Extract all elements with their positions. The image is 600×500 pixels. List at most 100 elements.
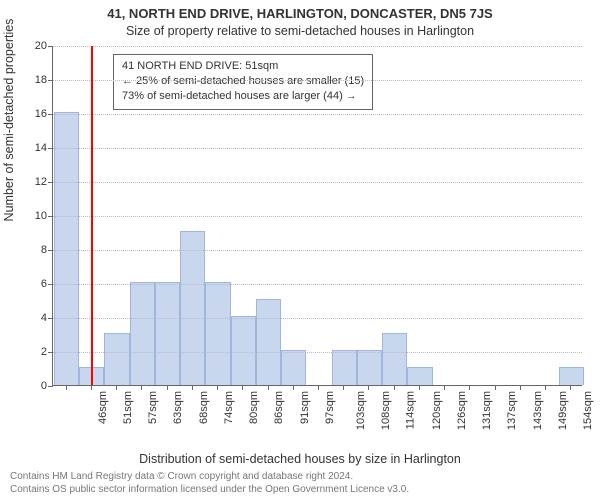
- info-box: 41 NORTH END DRIVE: 51sqm← 25% of semi-d…: [113, 54, 373, 110]
- gridline-h: [53, 318, 582, 319]
- xtick-label: 46sqm: [97, 391, 109, 424]
- xtick-mark: [469, 385, 470, 390]
- ytick-label: 16: [35, 108, 47, 120]
- ytick-label: 8: [41, 244, 47, 256]
- xtick-mark: [268, 385, 269, 390]
- xtick-label: 137sqm: [507, 391, 519, 430]
- gridline-h: [53, 250, 582, 251]
- bar: [54, 112, 79, 385]
- xtick-label: 126sqm: [456, 391, 468, 430]
- copyright-line2: Contains OS public sector information li…: [10, 484, 409, 497]
- info-box-line: 41 NORTH END DRIVE: 51sqm: [122, 59, 364, 74]
- xtick-mark: [318, 385, 319, 390]
- ytick-label: 6: [41, 278, 47, 290]
- xtick-label: 91sqm: [299, 391, 311, 424]
- xtick-label: 143sqm: [532, 391, 544, 430]
- info-box-line: 73% of semi-detached houses are larger (…: [122, 89, 364, 104]
- xtick-mark: [242, 385, 243, 390]
- xtick-label: 149sqm: [557, 391, 569, 430]
- xtick-label: 108sqm: [380, 391, 392, 430]
- xtick-label: 63sqm: [172, 391, 184, 424]
- gridline-h: [53, 352, 582, 353]
- ytick-label: 10: [35, 210, 47, 222]
- copyright-line1: Contains HM Land Registry data © Crown c…: [10, 471, 409, 484]
- xtick-label: 68sqm: [198, 391, 210, 424]
- ytick-mark: [48, 114, 53, 115]
- ytick-label: 0: [41, 380, 47, 392]
- xtick-label: 114sqm: [405, 391, 417, 429]
- xtick-label: 51sqm: [122, 391, 134, 424]
- xtick-mark: [116, 385, 117, 390]
- ytick-label: 20: [35, 40, 47, 52]
- xtick-label: 120sqm: [431, 391, 443, 430]
- ytick-mark: [48, 284, 53, 285]
- ytick-label: 14: [35, 142, 47, 154]
- xtick-mark: [192, 385, 193, 390]
- xtick-mark: [217, 385, 218, 390]
- bar: [357, 350, 382, 385]
- bar: [231, 316, 256, 385]
- ytick-label: 18: [35, 74, 47, 86]
- marker-line: [91, 46, 93, 385]
- y-axis-label: Number of semi-detached properties: [2, 0, 22, 370]
- ytick-label: 12: [35, 176, 47, 188]
- ytick-mark: [48, 46, 53, 47]
- bar: [407, 367, 432, 385]
- xtick-mark: [167, 385, 168, 390]
- xtick-label: 103sqm: [355, 391, 367, 430]
- xtick-mark: [141, 385, 142, 390]
- chart-container: 41, NORTH END DRIVE, HARLINGTON, DONCAST…: [0, 0, 600, 500]
- ytick-mark: [48, 250, 53, 251]
- ytick-label: 2: [41, 346, 47, 358]
- ytick-label: 4: [41, 312, 47, 324]
- xtick-label: 97sqm: [324, 391, 336, 424]
- bar: [155, 282, 180, 385]
- bar: [205, 282, 230, 385]
- xtick-label: 74sqm: [223, 391, 235, 424]
- chart-title-line1: 41, NORTH END DRIVE, HARLINGTON, DONCAST…: [0, 6, 600, 21]
- ytick-mark: [48, 352, 53, 353]
- xtick-mark: [520, 385, 521, 390]
- gridline-h: [53, 284, 582, 285]
- ytick-mark: [48, 148, 53, 149]
- xtick-mark: [368, 385, 369, 390]
- ytick-mark: [48, 182, 53, 183]
- gridline-h: [53, 216, 582, 217]
- ytick-mark: [48, 80, 53, 81]
- gridline-h: [53, 148, 582, 149]
- bar: [104, 333, 129, 385]
- xtick-label: 80sqm: [248, 391, 260, 424]
- ytick-mark: [48, 318, 53, 319]
- ytick-mark: [48, 386, 53, 387]
- gridline-h: [53, 114, 582, 115]
- xtick-mark: [545, 385, 546, 390]
- xtick-mark: [66, 385, 67, 390]
- xtick-mark: [91, 385, 92, 390]
- xtick-label: 86sqm: [273, 391, 285, 424]
- xtick-label: 131sqm: [481, 391, 493, 430]
- bar: [559, 367, 584, 385]
- info-box-line: ← 25% of semi-detached houses are smalle…: [122, 74, 364, 89]
- xtick-label: 57sqm: [147, 391, 159, 424]
- xtick-mark: [293, 385, 294, 390]
- xtick-mark: [419, 385, 420, 390]
- bar: [382, 333, 407, 385]
- bar: [256, 299, 281, 385]
- gridline-h: [53, 182, 582, 183]
- xtick-label: 154sqm: [582, 391, 594, 430]
- bar: [281, 350, 306, 385]
- bar: [332, 350, 357, 385]
- gridline-h: [53, 46, 582, 47]
- gridline-h: [53, 80, 582, 81]
- xtick-mark: [343, 385, 344, 390]
- copyright-notice: Contains HM Land Registry data © Crown c…: [10, 471, 409, 496]
- x-axis-label: Distribution of semi-detached houses by …: [0, 452, 600, 466]
- chart-title-line2: Size of property relative to semi-detach…: [0, 24, 600, 38]
- ytick-mark: [48, 216, 53, 217]
- xtick-mark: [444, 385, 445, 390]
- bar: [130, 282, 155, 385]
- plot-area: 41 NORTH END DRIVE: 51sqm← 25% of semi-d…: [52, 46, 582, 386]
- xtick-mark: [570, 385, 571, 390]
- bar: [180, 231, 205, 385]
- xtick-mark: [495, 385, 496, 390]
